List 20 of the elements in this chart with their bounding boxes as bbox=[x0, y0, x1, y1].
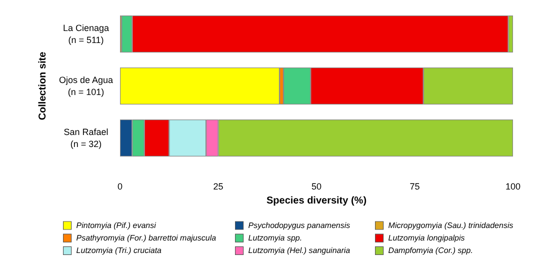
legend-label: Psathyromyia (For.) barrettoi majuscula bbox=[76, 234, 217, 243]
legend-label: Lutzomyia longipalpis bbox=[388, 234, 465, 243]
legend-label: Psychodopygus panamensis bbox=[248, 221, 350, 230]
x-tick-label: 25 bbox=[213, 182, 224, 192]
x-tick-label: 75 bbox=[410, 182, 420, 192]
legend-label: Lutzomyia (Tri.) cruciata bbox=[76, 246, 162, 256]
legend-label: Pintomyia (Pif.) evansi bbox=[76, 221, 156, 230]
y-tick-label: San Rafael (n = 32) bbox=[64, 127, 108, 149]
x-tick-label: 0 bbox=[117, 182, 123, 192]
y-axis-title: Collection site bbox=[37, 51, 48, 120]
legend-label: Lutzomyia (Hel.) sanguinaria bbox=[248, 246, 351, 256]
x-axis-title: Species diversity (%) bbox=[266, 195, 367, 206]
legend-label: Dampfomyia (Cor.) spp. bbox=[388, 246, 473, 256]
legend-label: Micropygomyia (Sau.) trinidadensis bbox=[388, 221, 514, 230]
y-tick-label: La Cienaga (n = 511) bbox=[62, 23, 110, 45]
x-tick-label: 100 bbox=[505, 182, 521, 192]
y-tick-label: Ojos de Agua (n = 101) bbox=[58, 75, 114, 97]
legend-label: Lutzomyia spp. bbox=[248, 234, 302, 243]
x-tick-label: 50 bbox=[311, 182, 322, 192]
bar bbox=[120, 68, 280, 104]
